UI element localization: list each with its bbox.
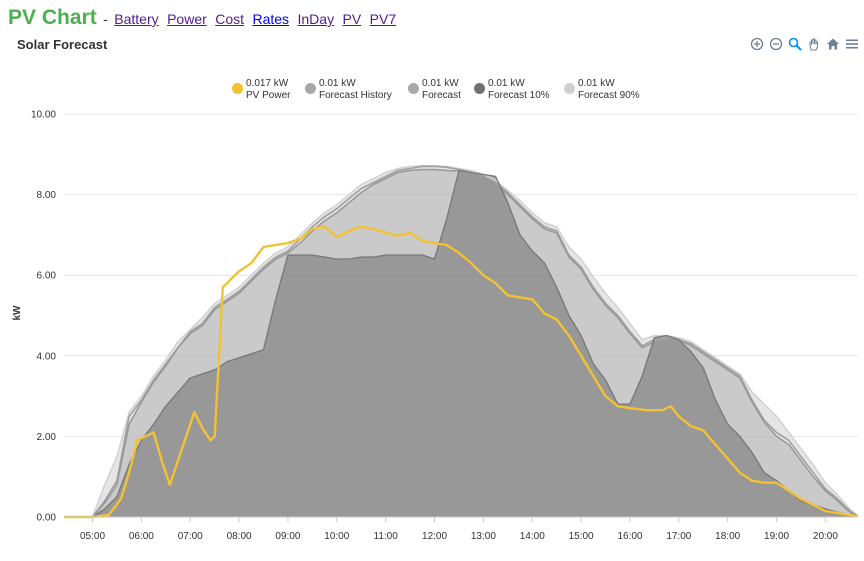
zoom-in-icon[interactable] — [749, 36, 765, 52]
legend-label: Forecast — [422, 90, 461, 101]
legend-marker-forecast-10 — [474, 83, 485, 94]
x-tick-label: 10:00 — [324, 531, 349, 542]
line-pv-power — [64, 225, 859, 519]
page-title: PV Chart — [8, 6, 97, 29]
nav-link-inday[interactable]: InDay — [297, 11, 335, 27]
x-tick-label: 14:00 — [520, 531, 545, 542]
series-lines — [64, 164, 859, 519]
legend-label: PV Power — [246, 90, 291, 101]
x-tick-label: 18:00 — [715, 531, 740, 542]
legend-value: 0.01 kW — [578, 78, 615, 89]
legend-label: Forecast 10% — [488, 90, 550, 101]
x-tick-label: 20:00 — [813, 531, 838, 542]
nav-link-power[interactable]: Power — [167, 11, 207, 27]
x-tick-label: 11:00 — [374, 531, 399, 542]
y-tick-label: 2.00 — [37, 432, 57, 443]
legend-marker-forecast-90 — [564, 83, 575, 94]
x-tick-label: 17:00 — [666, 531, 691, 542]
chart-legend: 0.017 kW PV Power 0.01 kW Forecast History… — [0, 78, 864, 106]
legend-marker-forecast-history — [305, 83, 316, 94]
legend-value: 0.01 kW — [422, 78, 459, 89]
legend-marker-forecast — [408, 83, 419, 94]
x-tick-label: 15:00 — [569, 531, 594, 542]
pan-hand-icon[interactable] — [806, 36, 822, 52]
y-tick-label: 10.00 — [31, 110, 56, 121]
area-forecast-10 — [64, 170, 858, 517]
x-tick-label: 09:00 — [275, 531, 300, 542]
zoom-out-icon[interactable] — [768, 36, 784, 52]
x-tick-label: 16:00 — [617, 531, 642, 542]
home-reset-icon[interactable] — [825, 36, 841, 52]
nav-link-pv[interactable]: PV — [342, 11, 362, 27]
title-separator: - — [103, 11, 108, 27]
line-forecast-90 — [64, 164, 859, 518]
y-tick-label: 6.00 — [37, 271, 57, 282]
line-forecast — [64, 168, 859, 518]
legend-label: Forecast 90% — [578, 90, 640, 101]
y-tick-label: 0.00 — [37, 513, 57, 524]
legend-value: 0.01 kW — [488, 78, 525, 89]
x-tick-label: 06:00 — [129, 531, 154, 542]
legend-label: Forecast History — [319, 90, 392, 101]
x-tick-label: 05:00 — [80, 531, 105, 542]
chart-toolbar — [749, 36, 860, 52]
nav-link-battery[interactable]: Battery — [114, 11, 159, 27]
legend-value: 0.01 kW — [319, 78, 356, 89]
x-tick-label: 13:00 — [471, 531, 496, 542]
x-tick-label: 12:00 — [422, 531, 447, 542]
nav-link-pv7[interactable]: PV7 — [369, 11, 397, 27]
legend-marker-pv-power — [232, 83, 243, 94]
nav-link-rates[interactable]: Rates — [252, 11, 290, 27]
x-tick-label: 08:00 — [227, 531, 252, 542]
series-areas — [64, 165, 858, 517]
x-tick-label: 07:00 — [178, 531, 203, 542]
line-forecast-10 — [64, 169, 859, 518]
menu-icon[interactable] — [844, 36, 860, 52]
chart-title: Solar Forecast — [17, 37, 108, 52]
legend-value: 0.017 kW — [246, 78, 289, 89]
page-header: PV Chart - Battery Power Cost Rates InDa… — [8, 6, 400, 30]
x-tick-label: 19:00 — [764, 531, 789, 542]
axes: 0.00 2.00 4.00 6.00 8.00 10.00 05:00 06:00 07:00… — [31, 110, 858, 542]
nav-link-cost[interactable]: Cost — [215, 11, 245, 27]
y-tick-label: 4.00 — [37, 351, 57, 362]
y-axis-label: kW — [12, 305, 23, 321]
zoom-selection-icon[interactable] — [787, 36, 803, 52]
y-tick-label: 8.00 — [37, 190, 57, 201]
